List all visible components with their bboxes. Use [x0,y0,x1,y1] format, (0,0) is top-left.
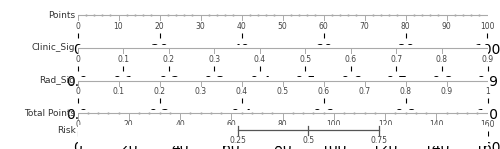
Text: 0.1: 0.1 [117,55,129,63]
Text: 140: 140 [429,120,444,129]
Text: 30: 30 [196,22,205,31]
Text: 40: 40 [236,22,246,31]
Text: 0.4: 0.4 [236,87,248,96]
Text: 0.7: 0.7 [358,87,370,96]
Text: 0.8: 0.8 [400,87,411,96]
Text: 10: 10 [114,22,124,31]
Text: 1: 1 [485,87,490,96]
Text: Risk: Risk [56,126,76,135]
Text: 70: 70 [360,22,370,31]
Text: 0: 0 [75,22,80,31]
Text: 60: 60 [226,120,236,129]
Text: 0.75: 0.75 [370,136,387,145]
Text: 0: 0 [75,120,80,129]
Text: 0.2: 0.2 [162,55,174,63]
Text: 100: 100 [480,22,495,31]
Text: Clinic_Sig: Clinic_Sig [32,43,76,52]
Text: 40: 40 [175,120,185,129]
Text: 90: 90 [442,22,452,31]
Text: 0.9: 0.9 [482,55,494,63]
Text: 0.6: 0.6 [345,55,357,63]
Text: 0.25: 0.25 [229,136,246,145]
Text: 50: 50 [278,22,287,31]
Text: 0.3: 0.3 [208,55,220,63]
Text: 0.3: 0.3 [194,87,206,96]
Text: 0: 0 [75,87,80,96]
Text: 0.8: 0.8 [436,55,448,63]
Text: 0.9: 0.9 [440,87,452,96]
Text: 160: 160 [480,120,495,129]
Text: 100: 100 [326,120,341,129]
Text: 0.1: 0.1 [112,87,124,96]
Text: Rad_Sig: Rad_Sig [40,76,76,85]
Text: 0.5: 0.5 [302,136,314,145]
Text: Total Points: Total Points [24,109,76,118]
Text: 0.5: 0.5 [276,87,288,96]
Text: 0.2: 0.2 [154,87,166,96]
Text: 0.6: 0.6 [318,87,330,96]
Text: 80: 80 [400,22,410,31]
Text: 20: 20 [154,22,164,31]
Text: 60: 60 [318,22,328,31]
Text: 0: 0 [75,55,80,63]
Text: 0.5: 0.5 [299,55,312,63]
Text: 0.7: 0.7 [390,55,402,63]
Text: 80: 80 [278,120,287,129]
Text: 0.4: 0.4 [254,55,266,63]
Text: 120: 120 [378,120,392,129]
Text: Points: Points [48,11,76,20]
Text: 20: 20 [124,120,134,129]
